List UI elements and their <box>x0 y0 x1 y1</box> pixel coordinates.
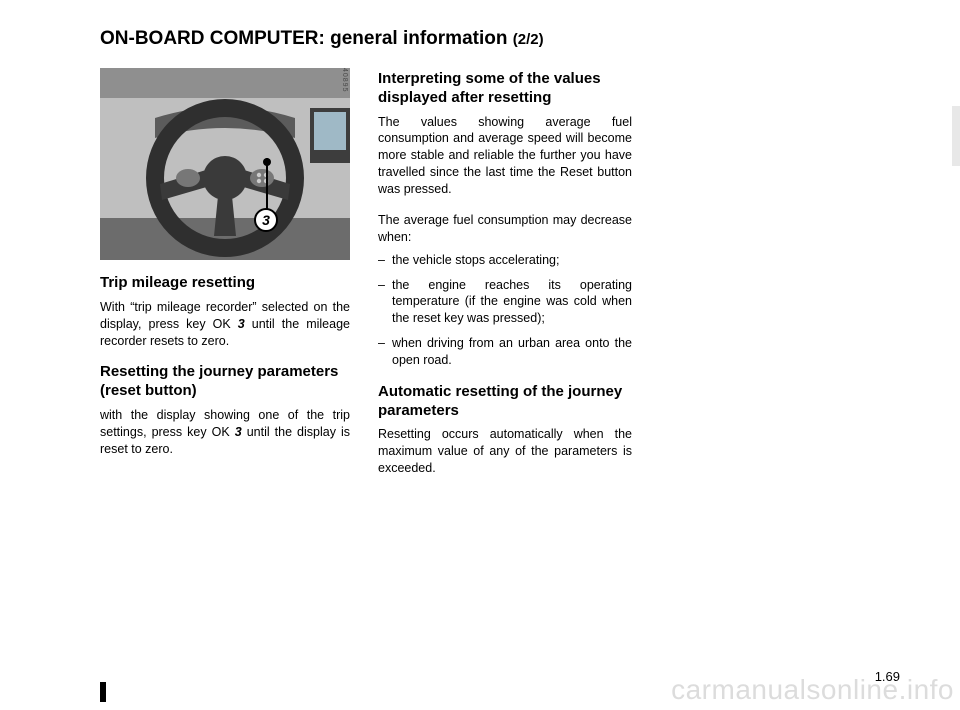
heading-interpreting: Interpreting some of the values displaye… <box>378 70 632 108</box>
dashboard-illustration <box>100 68 350 260</box>
manual-page: ON-BOARD COMPUTER: general information (… <box>0 0 960 710</box>
footer-mark <box>100 682 106 702</box>
heading-journey-reset: Resetting the journey parameters (reset … <box>100 363 350 401</box>
column-left: 40895 3 Trip mileage resetting With “tri… <box>100 68 350 491</box>
page-title: ON-BOARD COMPUTER: general information (… <box>100 28 900 50</box>
title-part: (2/2) <box>513 31 544 48</box>
key-ref: 3 <box>235 425 242 439</box>
key-ref: 3 <box>238 317 245 331</box>
para-interpreting-2: The average fuel consumption may decreas… <box>378 212 632 246</box>
heading-auto-reset: Automatic resetting of the journey param… <box>378 383 632 421</box>
column-right <box>660 68 914 491</box>
figure-id: 40895 <box>341 68 348 92</box>
para-trip-reset: With “trip mileage recorder” selected on… <box>100 299 350 350</box>
page-number: 1.69 <box>875 669 900 684</box>
content-columns: 40895 3 Trip mileage resetting With “tri… <box>100 68 900 491</box>
callout-label: 3 <box>254 208 278 232</box>
para-auto-reset: Resetting occurs automatically when the … <box>378 426 632 477</box>
para-interpreting-1: The values showing average fuel consumpt… <box>378 114 632 198</box>
dashboard-figure: 40895 3 <box>100 68 350 260</box>
callout-line <box>266 158 268 212</box>
heading-trip-reset: Trip mileage resetting <box>100 274 350 293</box>
title-main: ON-BOARD COMPUTER: general information <box>100 28 507 49</box>
list-item: the engine reaches its operating tempera… <box>378 277 632 328</box>
watermark: carmanualsonline.info <box>671 674 954 706</box>
section-tab <box>952 106 960 166</box>
column-middle: Interpreting some of the values displaye… <box>378 68 632 491</box>
para-journey-reset: with the display showing one of the trip… <box>100 407 350 458</box>
list-item: the vehicle stops accelerating; <box>378 252 632 269</box>
list-item: when driving from an urban area onto the… <box>378 335 632 369</box>
bullet-list: the vehicle stops accelerating; the engi… <box>378 252 632 369</box>
